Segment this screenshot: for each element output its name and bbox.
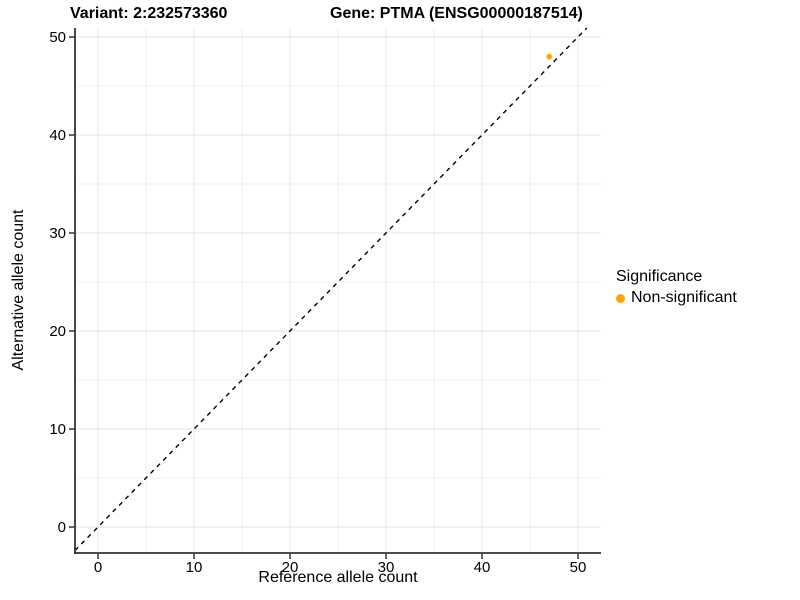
x-tick-label: 0	[94, 559, 102, 576]
gene-title: Gene: PTMA (ENSG00000187514)	[330, 5, 583, 22]
x-tick-label: 30	[378, 559, 395, 576]
legend-item-label: Non-significant	[631, 289, 737, 306]
y-axis-title: Alternative allele count	[10, 209, 27, 371]
y-tick-label: 50	[49, 29, 66, 46]
y-tick-label: 10	[49, 421, 66, 438]
x-tick-label: 40	[474, 559, 491, 576]
data-point	[546, 53, 552, 60]
y-tick-label: 30	[49, 225, 66, 242]
x-axis-title: Reference allele count	[258, 569, 418, 586]
y-tick-label: 20	[49, 323, 66, 340]
variant-title: Variant: 2:232573360	[70, 5, 228, 22]
y-tick-label: 40	[49, 127, 66, 144]
legend-item-non-significant: Non-significant	[616, 288, 737, 308]
legend: Significance Non-significant	[616, 267, 737, 308]
x-tick-label: 50	[570, 559, 587, 576]
non-significant-dot-icon	[616, 293, 625, 303]
x-tick-label: 20	[282, 559, 299, 576]
identity-dashed-line	[74, 27, 588, 551]
legend-title: Significance	[616, 268, 703, 285]
x-tick-label: 10	[186, 559, 203, 576]
y-tick-label: 0	[58, 519, 66, 536]
